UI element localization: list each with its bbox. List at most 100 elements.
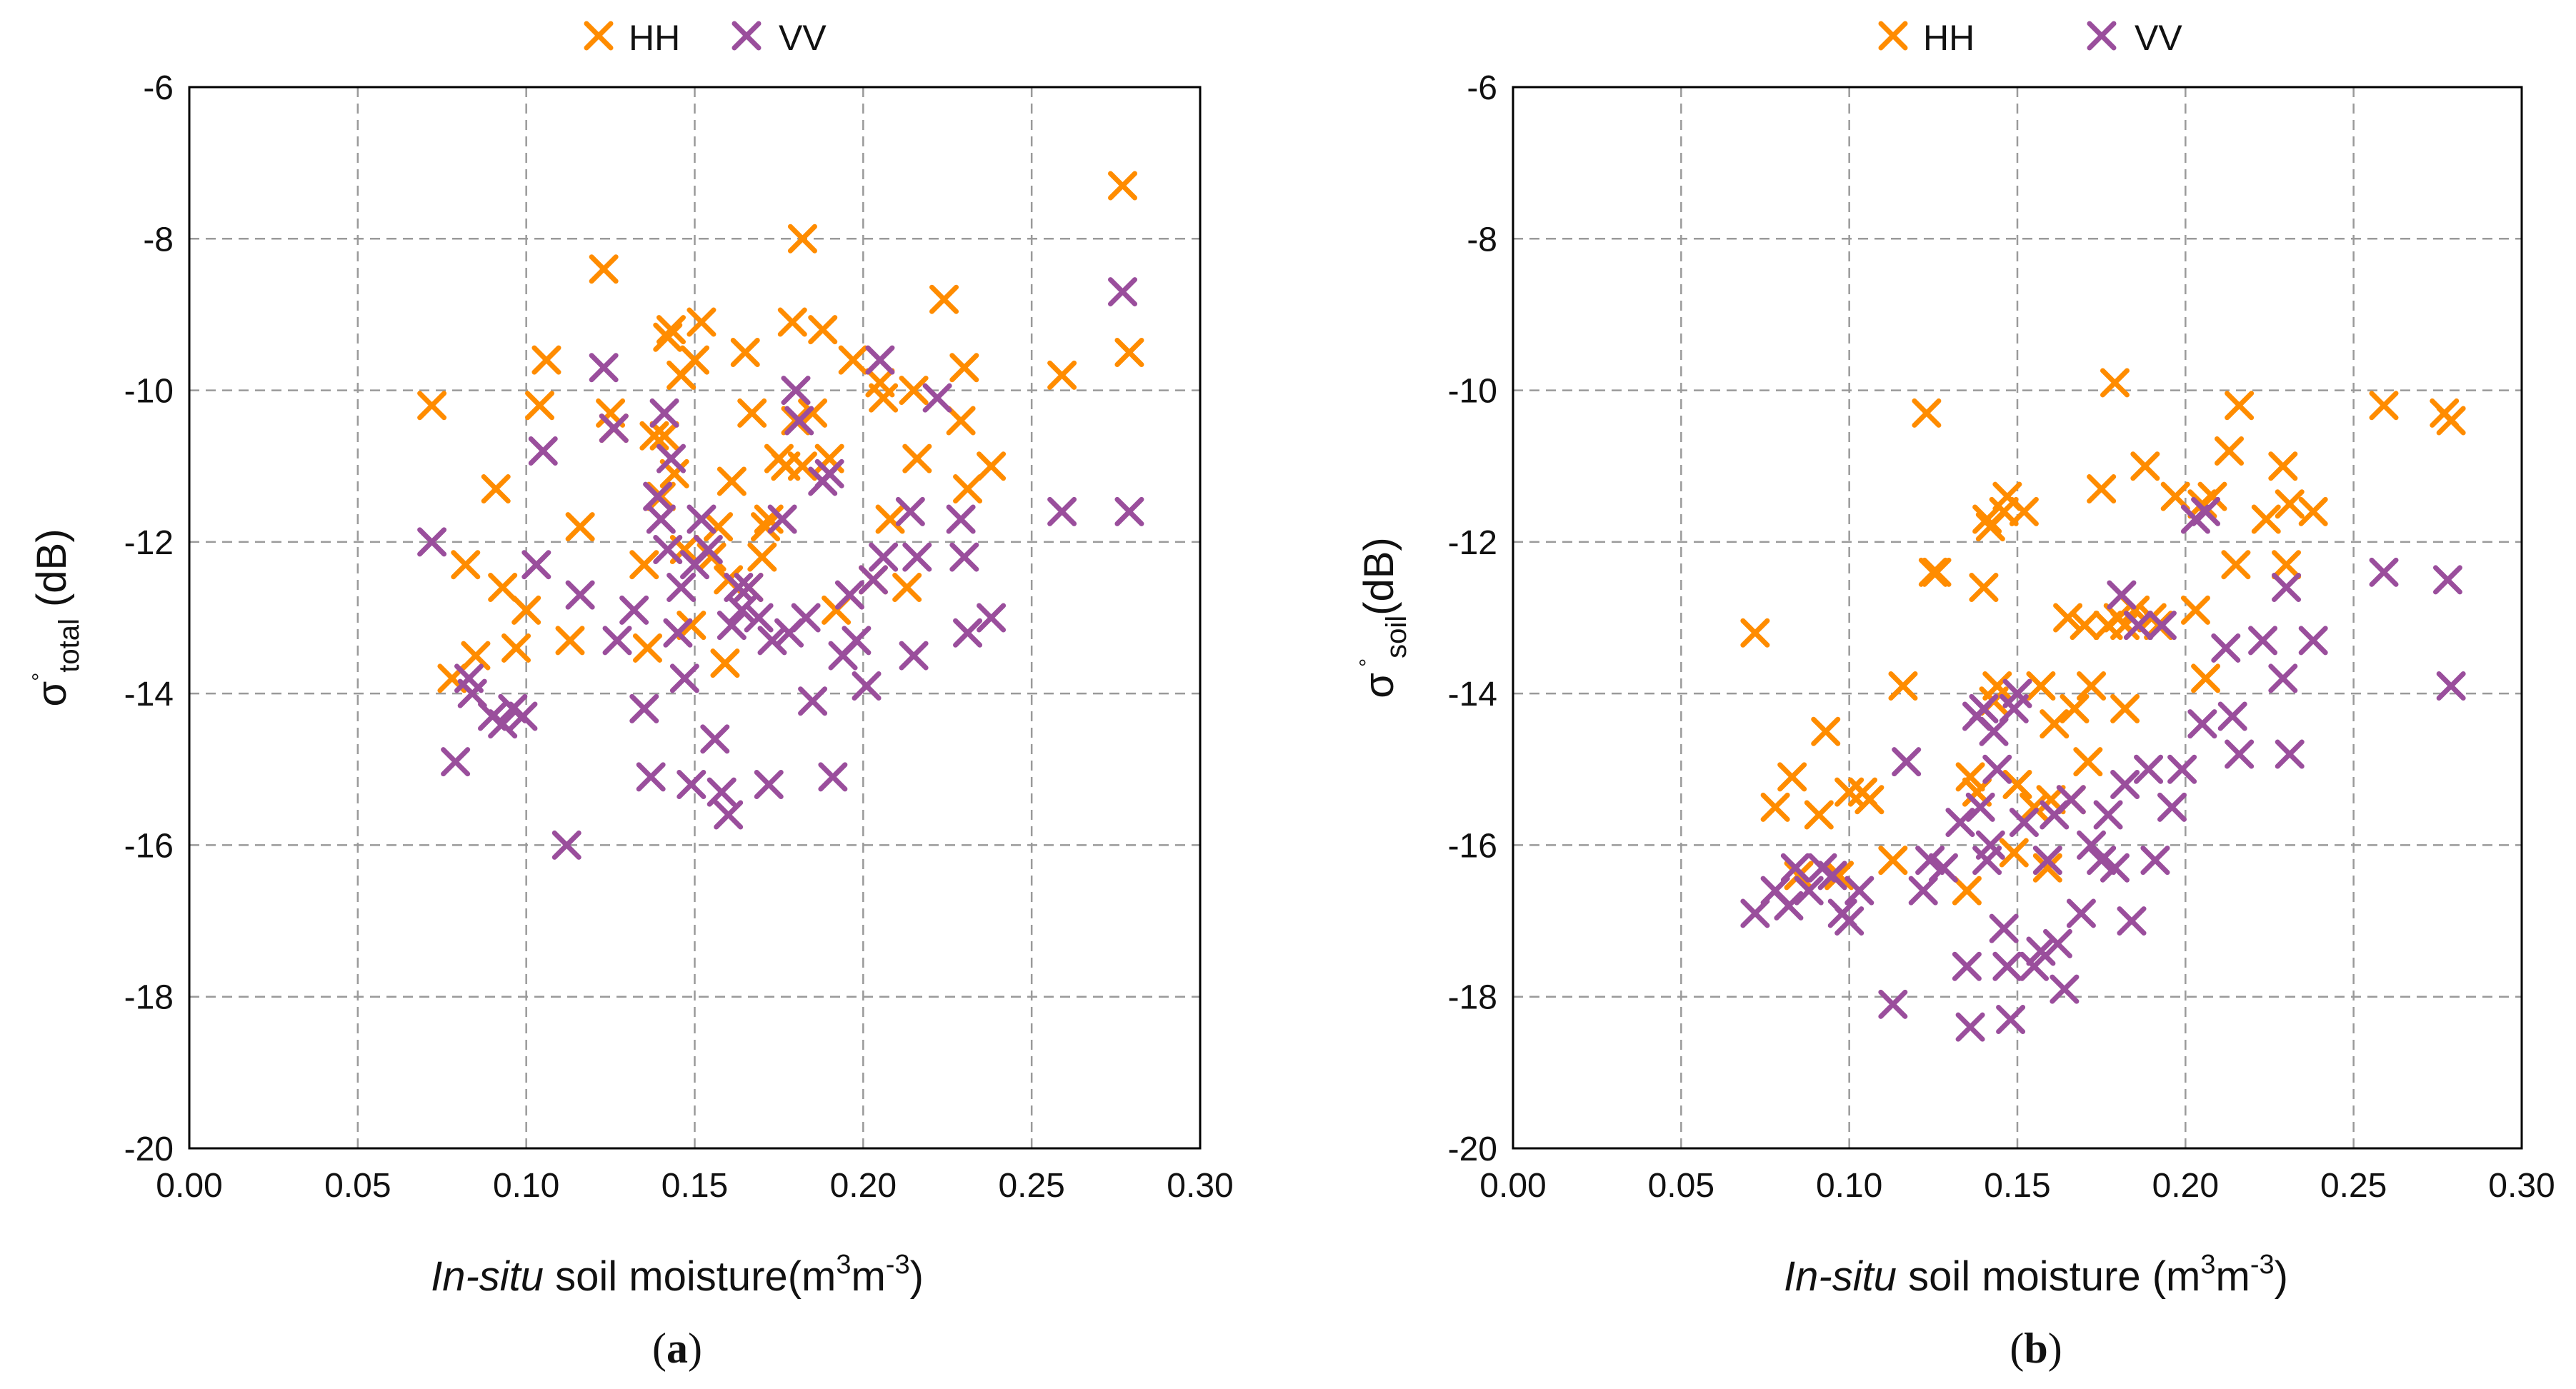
- data-point: [511, 595, 541, 625]
- data-point: [2191, 663, 2221, 693]
- data-point: [2020, 792, 2050, 822]
- y-tick-label: -20: [1448, 1130, 1497, 1168]
- data-point: [2002, 770, 2032, 800]
- data-point: [2134, 754, 2164, 784]
- data-point: [1804, 800, 1834, 830]
- data-point: [929, 284, 959, 314]
- data-point: [2066, 898, 2096, 928]
- data-point: [1908, 876, 1938, 906]
- data-point: [977, 451, 1007, 481]
- data-point: [501, 633, 531, 663]
- data-point: [2272, 573, 2302, 603]
- panel-a: HH VV 0.00 0.05 0.10 0.15 0.20 0.25 0.30 -6-8-…: [29, 18, 1234, 1372]
- data-point: [734, 573, 764, 603]
- data-point: [2268, 451, 2298, 481]
- data-point: [1972, 504, 2002, 534]
- data-point: [441, 747, 471, 777]
- data-point: [1844, 876, 1874, 906]
- data-point: [818, 762, 848, 792]
- x-axis-label: In-situ soil moisture (m3m-3): [1784, 1250, 2288, 1300]
- data-point: [2056, 785, 2086, 815]
- data-point: [2032, 846, 2062, 876]
- data-point: [2117, 906, 2147, 936]
- data-point: [629, 550, 659, 580]
- data-point: [2211, 633, 2241, 663]
- data-point: [1774, 891, 1804, 921]
- data-point: [791, 603, 821, 633]
- data-point: [757, 626, 787, 656]
- y-axis-label-ring: °: [29, 673, 52, 681]
- data-point: [1965, 792, 1995, 822]
- y-tick-label: -8: [143, 221, 174, 259]
- data-point: [781, 376, 811, 406]
- data-point: [2187, 709, 2217, 739]
- data-point: [619, 595, 649, 625]
- data-point: [1952, 876, 1982, 906]
- data-point: [1108, 277, 1138, 307]
- data-point: [1811, 716, 1841, 746]
- y-tick-label: -12: [124, 524, 174, 562]
- plot-area: [1512, 86, 2523, 1150]
- x-tick-label: 0.00: [156, 1167, 222, 1205]
- data-point: [1740, 898, 1770, 928]
- data-point: [656, 443, 686, 473]
- data-point: [946, 504, 976, 534]
- y-tick-label: -18: [1448, 979, 1497, 1017]
- data-point: [751, 512, 781, 542]
- y-tick-label: -14: [1448, 676, 1497, 713]
- data-point: [2221, 550, 2251, 580]
- data-point: [2251, 504, 2281, 534]
- data-point: [2217, 701, 2247, 731]
- panel-label-a: (a): [652, 1325, 702, 1372]
- x-axis-label-italic: In-situ: [1784, 1253, 1897, 1300]
- x-axis-label-text: soil moisture (m: [1897, 1253, 2200, 1300]
- y-tick-label: -18: [124, 979, 174, 1017]
- data-point: [737, 398, 767, 428]
- data-point: [1854, 785, 1884, 815]
- grid: [1513, 87, 2522, 1148]
- data-point: [869, 383, 899, 413]
- grid: [189, 87, 1200, 1148]
- legend-marker-hh: [584, 21, 614, 51]
- x-axis-label-sup1: 3: [2200, 1250, 2215, 1280]
- data-point: [629, 693, 659, 723]
- legend-label-vv: VV: [779, 18, 827, 58]
- data-point: [747, 542, 777, 572]
- data-point: [834, 580, 864, 610]
- x-tick-label: 0.15: [662, 1167, 728, 1205]
- legend: HH VV: [1878, 18, 2182, 58]
- y-tick-label: -16: [1448, 827, 1497, 865]
- data-point: [2436, 671, 2466, 701]
- legend-marker-vv: [732, 21, 762, 51]
- legend-cross-icon: [1878, 21, 1908, 51]
- data-point: [2268, 663, 2298, 693]
- data-point: [2275, 489, 2305, 519]
- x-tick-label: 0.25: [2320, 1167, 2387, 1205]
- data-point: [710, 648, 740, 678]
- plot-area: [188, 86, 1202, 1150]
- data-point: [2167, 754, 2197, 784]
- y-tick-label: -14: [124, 676, 174, 713]
- panel-label-letter: b: [2024, 1325, 2047, 1372]
- panel-label-close: ): [688, 1325, 702, 1372]
- data-point: [2436, 406, 2466, 436]
- data-point: [2225, 739, 2255, 769]
- y-axis-label: σ°total (dB): [29, 528, 85, 706]
- data-point: [2369, 391, 2399, 421]
- data-point: [2140, 846, 2170, 876]
- data-point: [953, 474, 983, 504]
- data-point: [704, 512, 734, 542]
- legend-label-vv: VV: [2135, 18, 2182, 58]
- data-point: [946, 406, 976, 436]
- data-point: [1794, 876, 1824, 906]
- data-point: [2077, 830, 2107, 860]
- data-point: [814, 458, 844, 488]
- data-point: [902, 443, 932, 473]
- data-point: [2110, 693, 2140, 723]
- series-vv: [1740, 496, 2466, 1042]
- x-axis-label-mid: m: [851, 1253, 885, 1300]
- data-point: [1999, 838, 2029, 868]
- data-point: [2093, 800, 2123, 830]
- data-point: [2050, 974, 2080, 1004]
- data-point: [895, 496, 925, 526]
